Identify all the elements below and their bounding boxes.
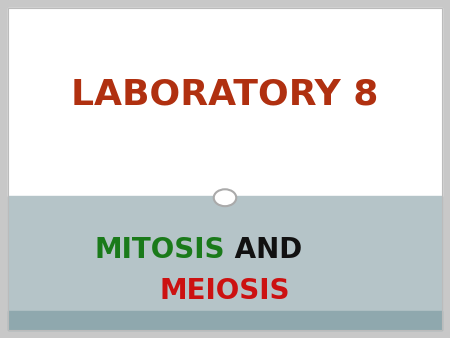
Text: MEIOSIS: MEIOSIS <box>160 277 290 305</box>
Circle shape <box>214 189 236 206</box>
Text: MITOSIS: MITOSIS <box>94 236 225 264</box>
Bar <box>8 196 442 311</box>
Text: MITOSIS  AND: MITOSIS AND <box>116 236 334 264</box>
Text: LABORATORY 8: LABORATORY 8 <box>71 78 379 112</box>
Bar <box>8 311 442 330</box>
Bar <box>8 8 442 196</box>
Text: AND: AND <box>225 236 302 264</box>
